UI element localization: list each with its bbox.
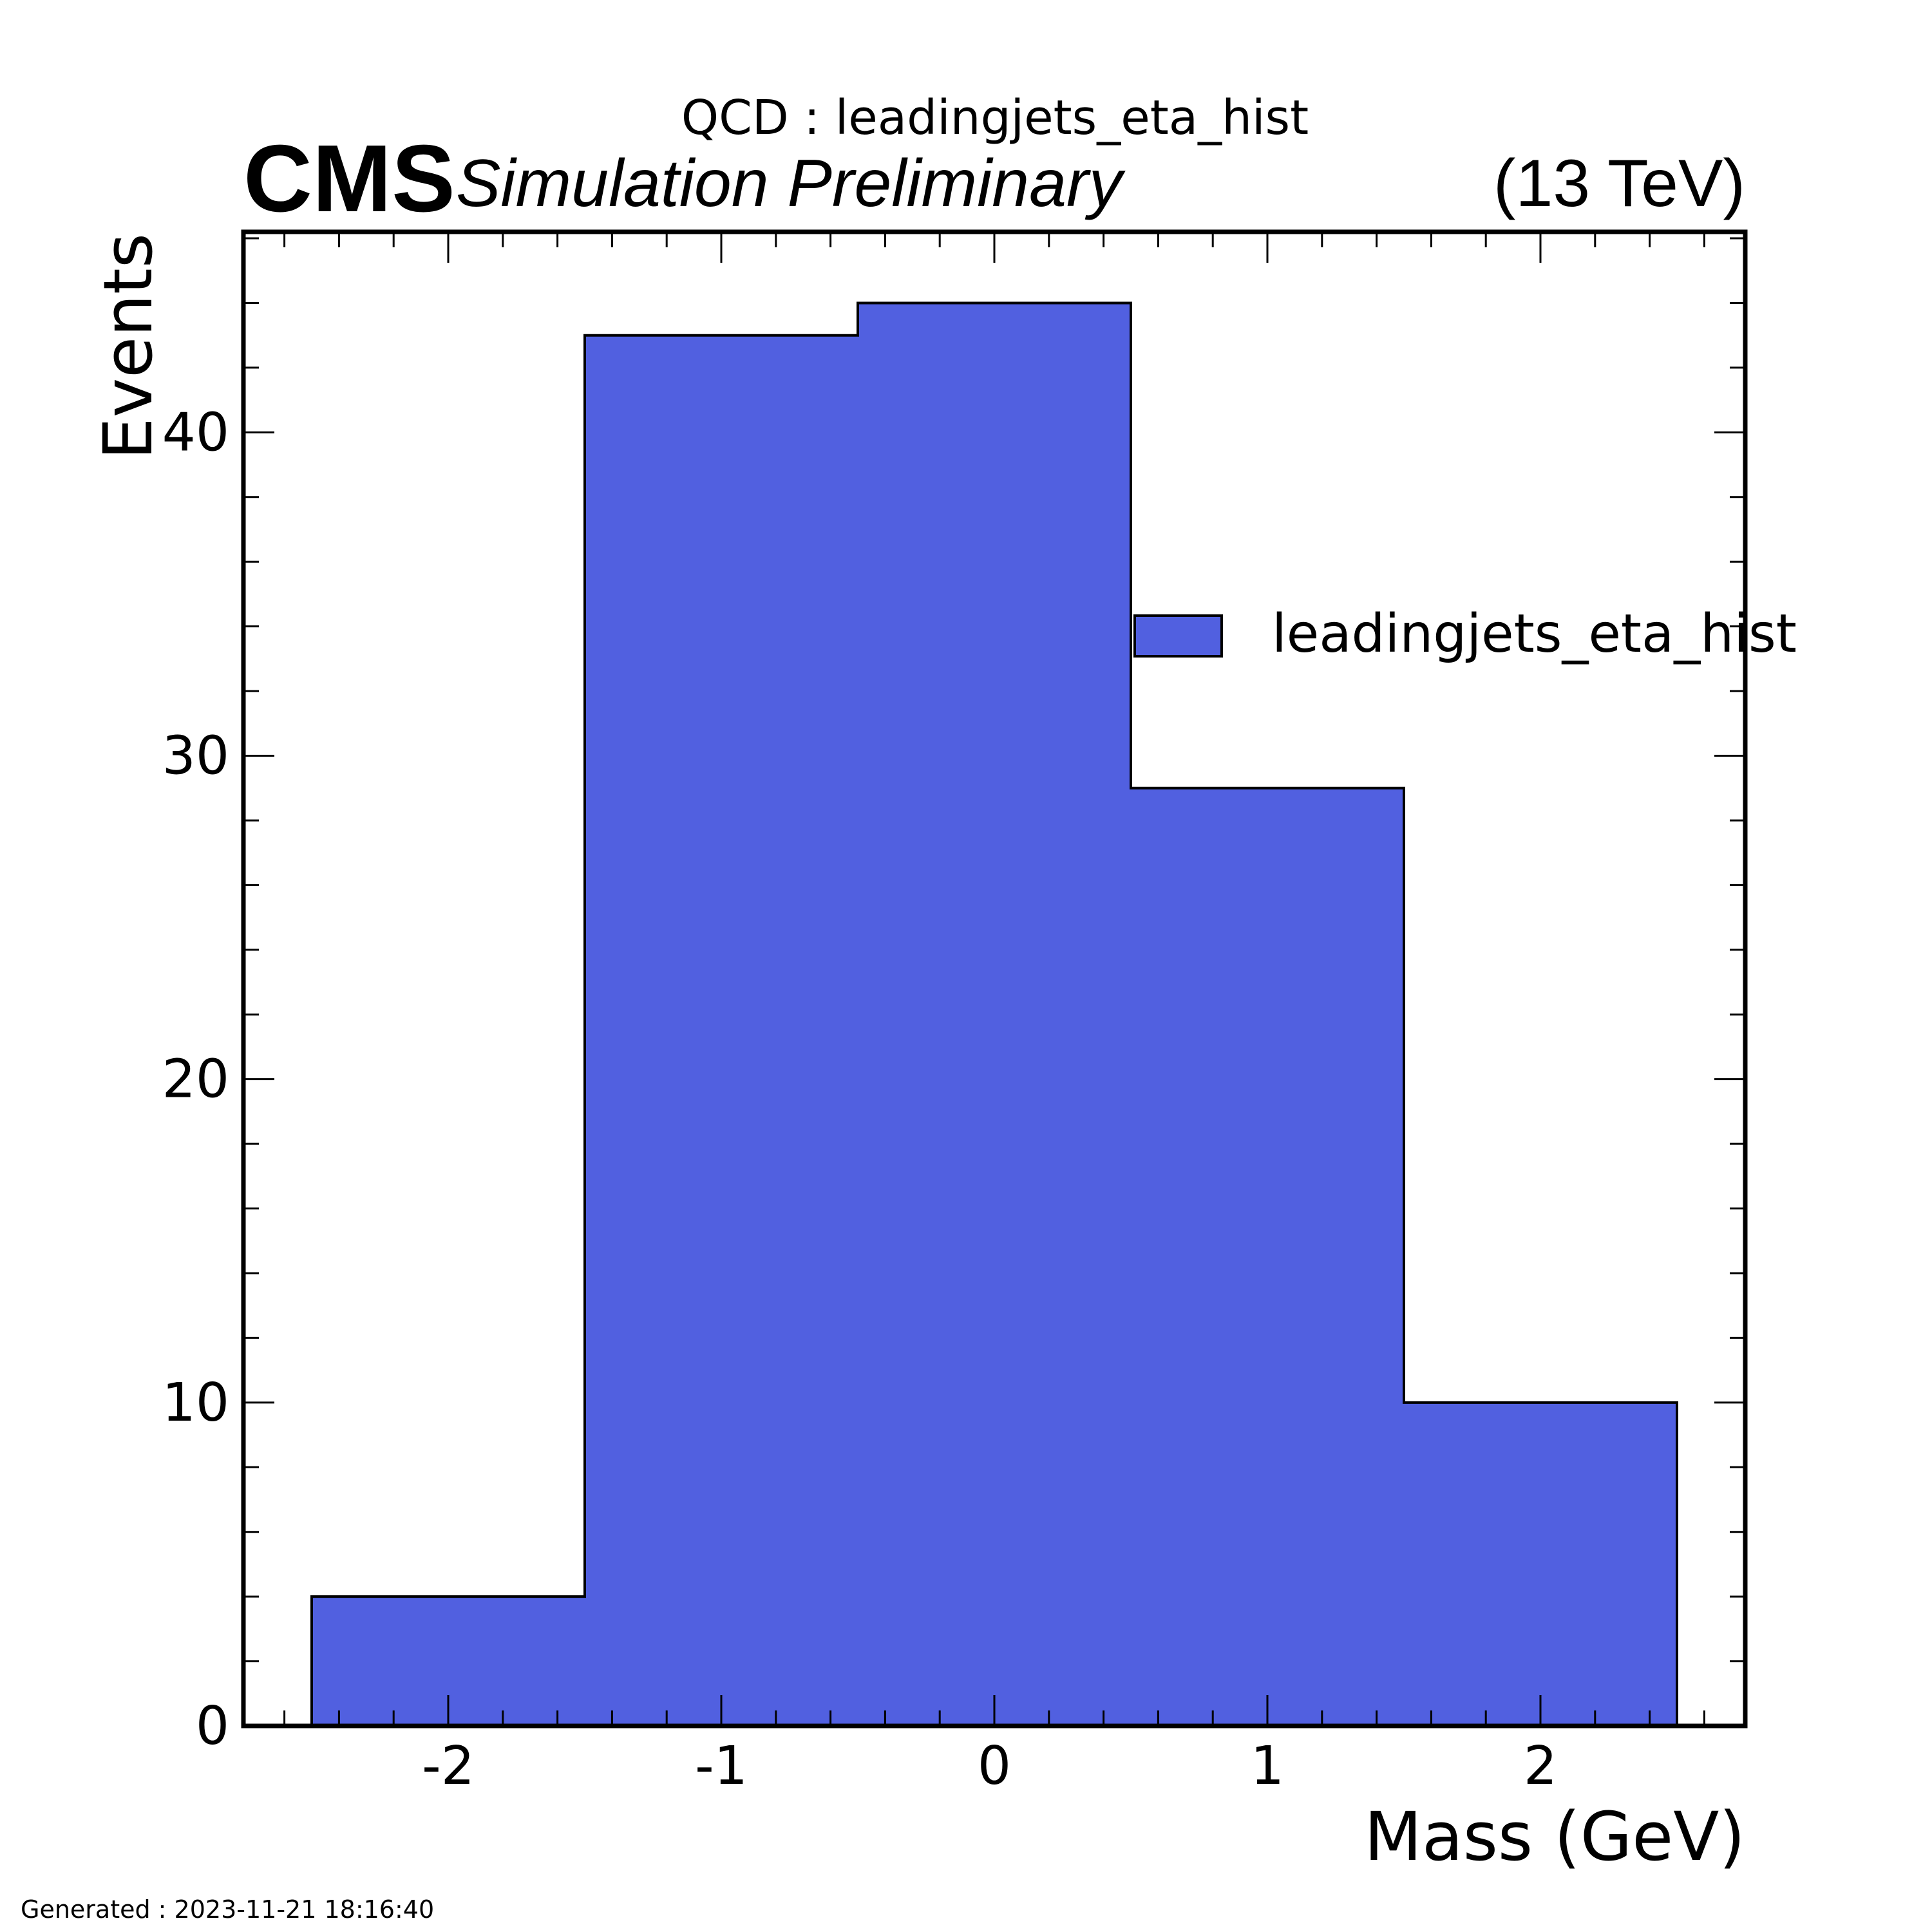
x-tick-label: 0 [978, 1736, 1011, 1797]
y-axis-title: Events [89, 233, 167, 460]
generated-timestamp: Generated : 2023-11-21 18:16:40 [21, 1895, 434, 1924]
cms-label: CMS [243, 126, 455, 232]
x-axis-title: Mass (GeV) [1364, 1797, 1745, 1876]
histogram-outline [310, 301, 1678, 1726]
histogram-bin [858, 303, 1131, 1727]
legend: leadingjets_eta_hist [1133, 603, 1797, 665]
y-tick-label: 0 [196, 1696, 229, 1757]
y-tick-label: 10 [162, 1372, 229, 1434]
x-tick-label: 1 [1251, 1736, 1284, 1797]
x-tick-label: -2 [422, 1736, 475, 1797]
simulation-label: Simulation Preliminary [456, 146, 1126, 221]
energy-label: (13 TeV) [1493, 146, 1745, 221]
x-tick-label: 2 [1524, 1736, 1557, 1797]
y-tick-label: 30 [162, 726, 229, 787]
legend-swatch [1133, 614, 1223, 658]
y-tick-label: 40 [162, 402, 229, 463]
x-tick-label: -1 [695, 1736, 748, 1797]
axis-ticks [243, 232, 1745, 1727]
x-tick-labels: -2 -1 0 1 2 [422, 1736, 1557, 1797]
y-tick-labels: 0 10 20 30 40 [162, 402, 229, 1757]
y-tick-label: 20 [162, 1049, 229, 1110]
histogram-bin [1404, 1402, 1677, 1726]
plot-frame [241, 229, 1748, 1728]
histogram-bin [1131, 788, 1404, 1726]
histogram-bars [310, 301, 1678, 1727]
histogram-bin [585, 335, 858, 1726]
chart-title: QCD : leadingjets_eta_hist [681, 90, 1309, 146]
legend-entry-label: leadingjets_eta_hist [1272, 603, 1797, 665]
